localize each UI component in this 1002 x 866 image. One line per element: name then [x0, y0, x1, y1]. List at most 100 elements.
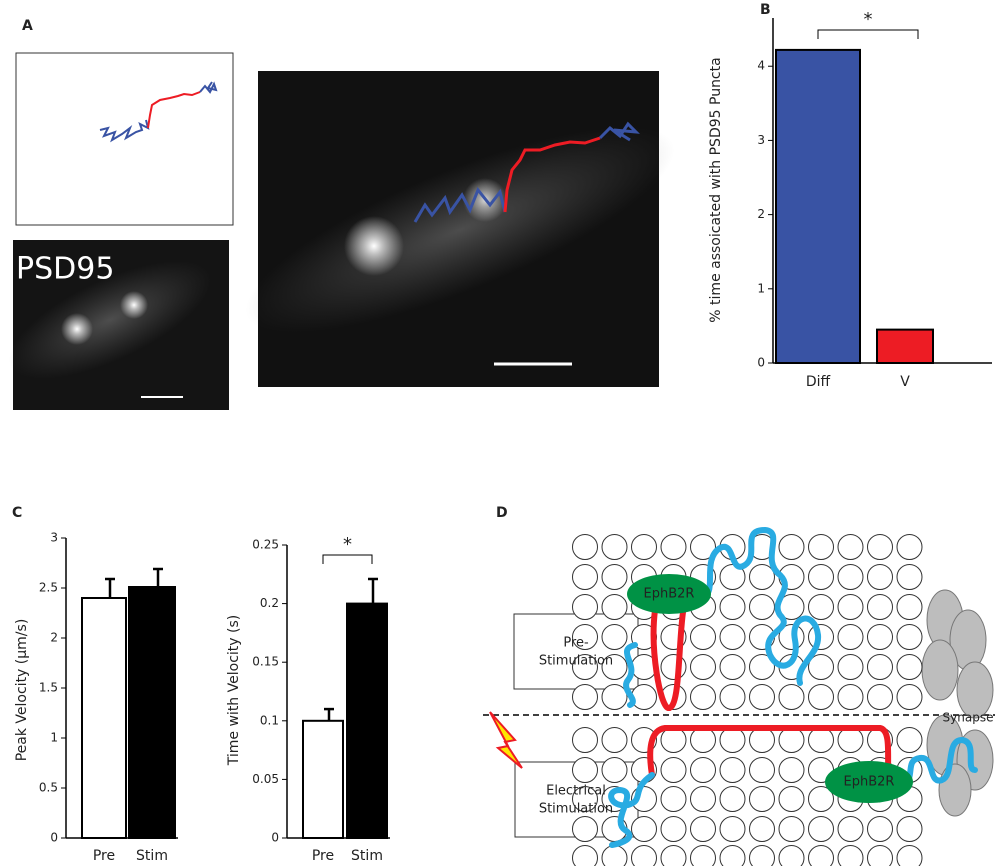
bar — [346, 602, 388, 839]
x-tick-label: V — [900, 374, 910, 390]
x-tick-label: Pre — [312, 848, 334, 864]
y-tick-label: 0.25 — [252, 538, 279, 552]
membrane-circle — [572, 727, 598, 753]
membrane-circle — [896, 816, 923, 842]
membrane-circle — [572, 845, 598, 866]
membrane-circle — [572, 534, 598, 560]
membrane-circle — [867, 564, 893, 590]
membrane-circle — [837, 727, 864, 753]
membrane-circle — [867, 684, 893, 710]
membrane-circle — [808, 594, 834, 620]
panel-label: D — [496, 505, 508, 521]
significance-bracket — [817, 29, 919, 39]
membrane-circle — [837, 534, 864, 560]
protein-chain — [608, 772, 655, 848]
membrane-circle — [572, 786, 598, 812]
image-label: PSD95 — [16, 252, 114, 287]
significance-bracket — [322, 554, 373, 564]
membrane-circle — [896, 534, 923, 560]
membrane-circle — [837, 654, 864, 680]
membrane-circle — [778, 727, 805, 753]
y-tick-label: 0.2 — [260, 596, 279, 610]
membrane-circle — [837, 624, 864, 650]
membrane-circle — [572, 624, 598, 650]
y-tick-label: 2 — [50, 631, 58, 645]
protein-chain — [697, 526, 822, 686]
membrane-circle — [749, 684, 775, 710]
membrane-circle — [660, 816, 687, 842]
membrane-circle — [601, 727, 628, 753]
y-tick-label: 3 — [50, 531, 58, 545]
x-tick-label: Diff — [806, 374, 831, 390]
membrane-circle — [660, 845, 687, 866]
protein-chain — [650, 607, 686, 711]
y-tick-label: 1 — [50, 731, 58, 745]
membrane-circle — [867, 845, 893, 866]
membrane-circle — [572, 594, 598, 620]
y-tick-label: 0 — [757, 356, 765, 370]
membrane-circle — [719, 845, 746, 866]
membrane-circle — [572, 564, 598, 590]
membrane-circle — [808, 534, 834, 560]
membrane-circle — [808, 654, 834, 680]
membrane-circle — [778, 845, 805, 866]
protein-chain — [902, 736, 978, 788]
membrane-circle — [749, 594, 775, 620]
y-tick-label: 0.1 — [260, 713, 279, 727]
membrane-circle — [601, 624, 628, 650]
membrane-circle — [719, 727, 746, 753]
membrane-circle — [896, 564, 923, 590]
membrane-circle — [867, 624, 893, 650]
membrane-circle — [749, 654, 775, 680]
membrane-circle — [690, 654, 716, 680]
microscope-image — [245, 71, 675, 387]
membrane-circle — [896, 845, 923, 866]
y-tick-label: 0.15 — [252, 655, 279, 669]
membrane-circle — [749, 757, 775, 783]
membrane-circle — [572, 654, 598, 680]
membrane-circle — [749, 786, 775, 812]
membrane-circle — [601, 654, 628, 680]
receptor — [627, 574, 711, 614]
membrane-circle — [896, 624, 923, 650]
membrane-circle — [837, 816, 864, 842]
bar — [81, 597, 127, 839]
membrane-circle — [896, 727, 923, 753]
x-tick-label: Pre — [93, 848, 115, 864]
membrane-circle — [601, 534, 628, 560]
membrane-circle — [601, 684, 628, 710]
bar — [128, 586, 176, 839]
membrane-circle — [837, 845, 864, 866]
membrane-circle — [690, 684, 716, 710]
y-tick-label: 1.5 — [39, 681, 58, 695]
protein-chain — [623, 642, 638, 708]
membrane-circle — [631, 534, 657, 560]
membrane-circle — [660, 786, 687, 812]
membrane-circle — [867, 534, 893, 560]
membrane-circle — [690, 624, 716, 650]
y-axis-label: Time with Velocity (s) — [226, 615, 242, 766]
membrane-circle — [719, 684, 746, 710]
membrane-circle — [601, 757, 628, 783]
membrane-circle — [719, 594, 746, 620]
membrane-circle — [749, 816, 775, 842]
receptor-label: EphB2R — [644, 587, 695, 602]
x-tick-label: Stim — [351, 848, 383, 864]
diagram: EphB2R EphB2R Synapse Pre- Electrical Stimula… — [483, 526, 995, 866]
y-tick-label: 3 — [757, 133, 765, 147]
membrane-circle — [778, 757, 805, 783]
membrane-circle — [631, 845, 657, 866]
membrane-circle — [601, 564, 628, 590]
condition-label: Stimulation — [539, 654, 613, 669]
membrane-circle — [572, 684, 598, 710]
membrane-circle — [749, 845, 775, 866]
membrane-circle — [837, 684, 864, 710]
membrane-circle — [631, 684, 657, 710]
membrane-circle — [572, 816, 598, 842]
membrane-circle — [808, 816, 834, 842]
significance-label: * — [343, 534, 352, 555]
membrane-circle — [690, 845, 716, 866]
membrane-circle — [690, 816, 716, 842]
membrane-circle — [808, 727, 834, 753]
